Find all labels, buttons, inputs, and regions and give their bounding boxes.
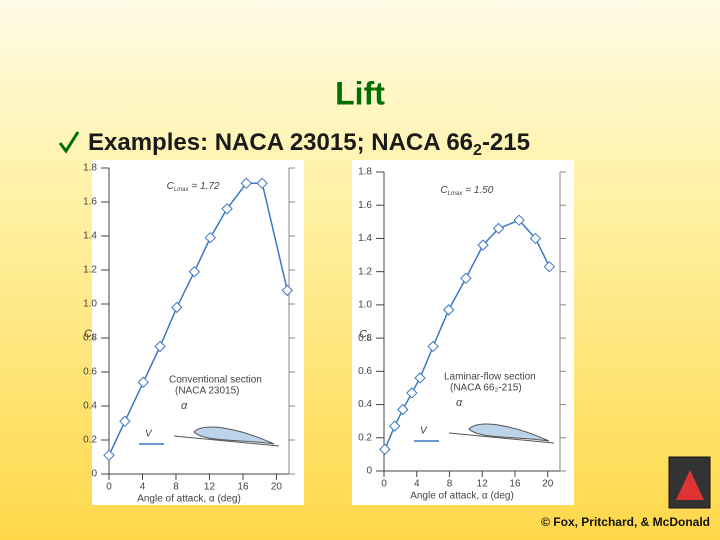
v-label: V	[420, 426, 428, 437]
data-point	[204, 231, 217, 244]
y-tick-label: 0.2	[358, 432, 372, 443]
data-point	[543, 260, 556, 273]
x-tick-label: 12	[204, 482, 216, 493]
data-point	[137, 376, 150, 388]
data-point	[379, 443, 391, 456]
bullet-tail: -215	[482, 129, 530, 156]
data-point	[414, 372, 426, 384]
x-tick-label: 12	[477, 479, 489, 490]
airfoil	[468, 423, 550, 442]
data-point	[397, 403, 409, 416]
y-tick-label: 1.0	[358, 300, 372, 311]
y-tick-label: 1.8	[358, 167, 372, 178]
alpha-label: α	[456, 397, 463, 409]
footer: © Fox, Pritchard, & McDonald	[541, 515, 710, 529]
clmax-sub: Lmax	[174, 187, 190, 193]
clmax-val: = 1.72	[192, 181, 221, 192]
check-bullet	[58, 131, 80, 154]
y-tick-label: 0.4	[83, 401, 97, 412]
y-tick-label: 0.6	[358, 366, 372, 377]
y-axis-label-sub: L	[367, 334, 371, 341]
chord-line	[173, 435, 280, 447]
y-tick-label: 0.2	[83, 435, 97, 446]
y-tick-label: 0.4	[358, 399, 372, 410]
x-tick-label: 8	[447, 479, 453, 490]
data-point	[460, 272, 472, 285]
y-tick-label: 1.2	[83, 265, 97, 276]
data-point	[171, 301, 183, 314]
clmax-c: C	[440, 185, 448, 196]
data-point	[388, 420, 401, 432]
section-label: Conventional section	[169, 375, 262, 386]
chord-line	[448, 432, 555, 444]
bullet-sub: 2	[473, 142, 482, 159]
bullet-main: Examples: NACA 23015; NACA 66	[88, 129, 473, 156]
x-tick-label: 4	[414, 479, 420, 490]
x-axis-label: Angle of attack, α (deg)	[137, 494, 241, 505]
clmax-label: CLmax = 1.72	[167, 181, 220, 193]
data-point	[221, 203, 233, 215]
alpha-label: α	[181, 400, 188, 412]
data-point	[492, 222, 505, 235]
x-tick-label: 20	[542, 479, 554, 490]
data-point	[427, 340, 439, 353]
airfoil	[193, 426, 275, 445]
bullet-text: Examples: NACA 23015; NACA 662-215	[88, 129, 530, 159]
x-tick-label: 8	[173, 482, 179, 493]
slide-title: Lift	[335, 75, 385, 111]
x-tick-label: 0	[381, 479, 387, 490]
y-tick-label: 1.6	[83, 197, 97, 208]
data-point	[188, 265, 201, 278]
chart-background	[92, 160, 304, 505]
y-tick-label: 1.8	[83, 163, 97, 174]
y-axis-label: CL	[84, 328, 96, 341]
data-point	[103, 449, 115, 462]
y-tick-label: 1.2	[358, 266, 372, 277]
x-tick-label: 4	[140, 482, 146, 493]
section-label: Laminar-flow section	[444, 372, 536, 383]
y-axis-label-main: C	[359, 328, 367, 340]
data-point	[513, 214, 525, 226]
x-axis-label: Angle of attack, α (deg)	[410, 491, 514, 502]
y-tick-label: 0	[91, 469, 97, 480]
clmax-c: C	[167, 181, 175, 192]
data-point	[281, 284, 294, 297]
v-label: V	[145, 429, 153, 440]
y-tick-label: 0.8	[83, 333, 97, 344]
data-point	[119, 415, 131, 428]
clmax-label: CLmax = 1.50	[440, 185, 493, 197]
data-point	[240, 177, 253, 190]
book-thumbnail-art	[676, 470, 704, 500]
data-point	[406, 387, 418, 399]
data-point	[477, 239, 489, 251]
clmax-sub: Lmax	[448, 191, 464, 197]
chart-background	[352, 160, 574, 505]
data-point	[154, 340, 166, 353]
y-tick-label: 0.6	[83, 367, 97, 378]
clmax-val: = 1.50	[465, 185, 494, 196]
x-tick-label: 16	[509, 479, 521, 490]
x-tick-label: 0	[106, 482, 112, 493]
y-axis-label-sub: L	[92, 334, 96, 341]
data-point	[529, 232, 542, 245]
y-tick-label: 1.6	[358, 200, 372, 211]
y-tick-label: 1.0	[83, 299, 97, 310]
x-tick-label: 16	[237, 482, 249, 493]
y-axis-label: CL	[359, 328, 371, 341]
y-tick-label: 0.8	[358, 333, 372, 344]
section-name: (NACA 23015)	[175, 386, 239, 397]
y-axis-label-main: C	[84, 328, 92, 340]
y-tick-label: 1.4	[358, 233, 372, 244]
data-point	[442, 304, 455, 316]
y-tick-label: 0	[366, 466, 372, 477]
y-tick-label: 1.4	[83, 231, 97, 242]
data-point	[256, 177, 268, 190]
section-name: (NACA 66₂-215)	[450, 383, 522, 394]
x-tick-label: 20	[271, 482, 283, 493]
